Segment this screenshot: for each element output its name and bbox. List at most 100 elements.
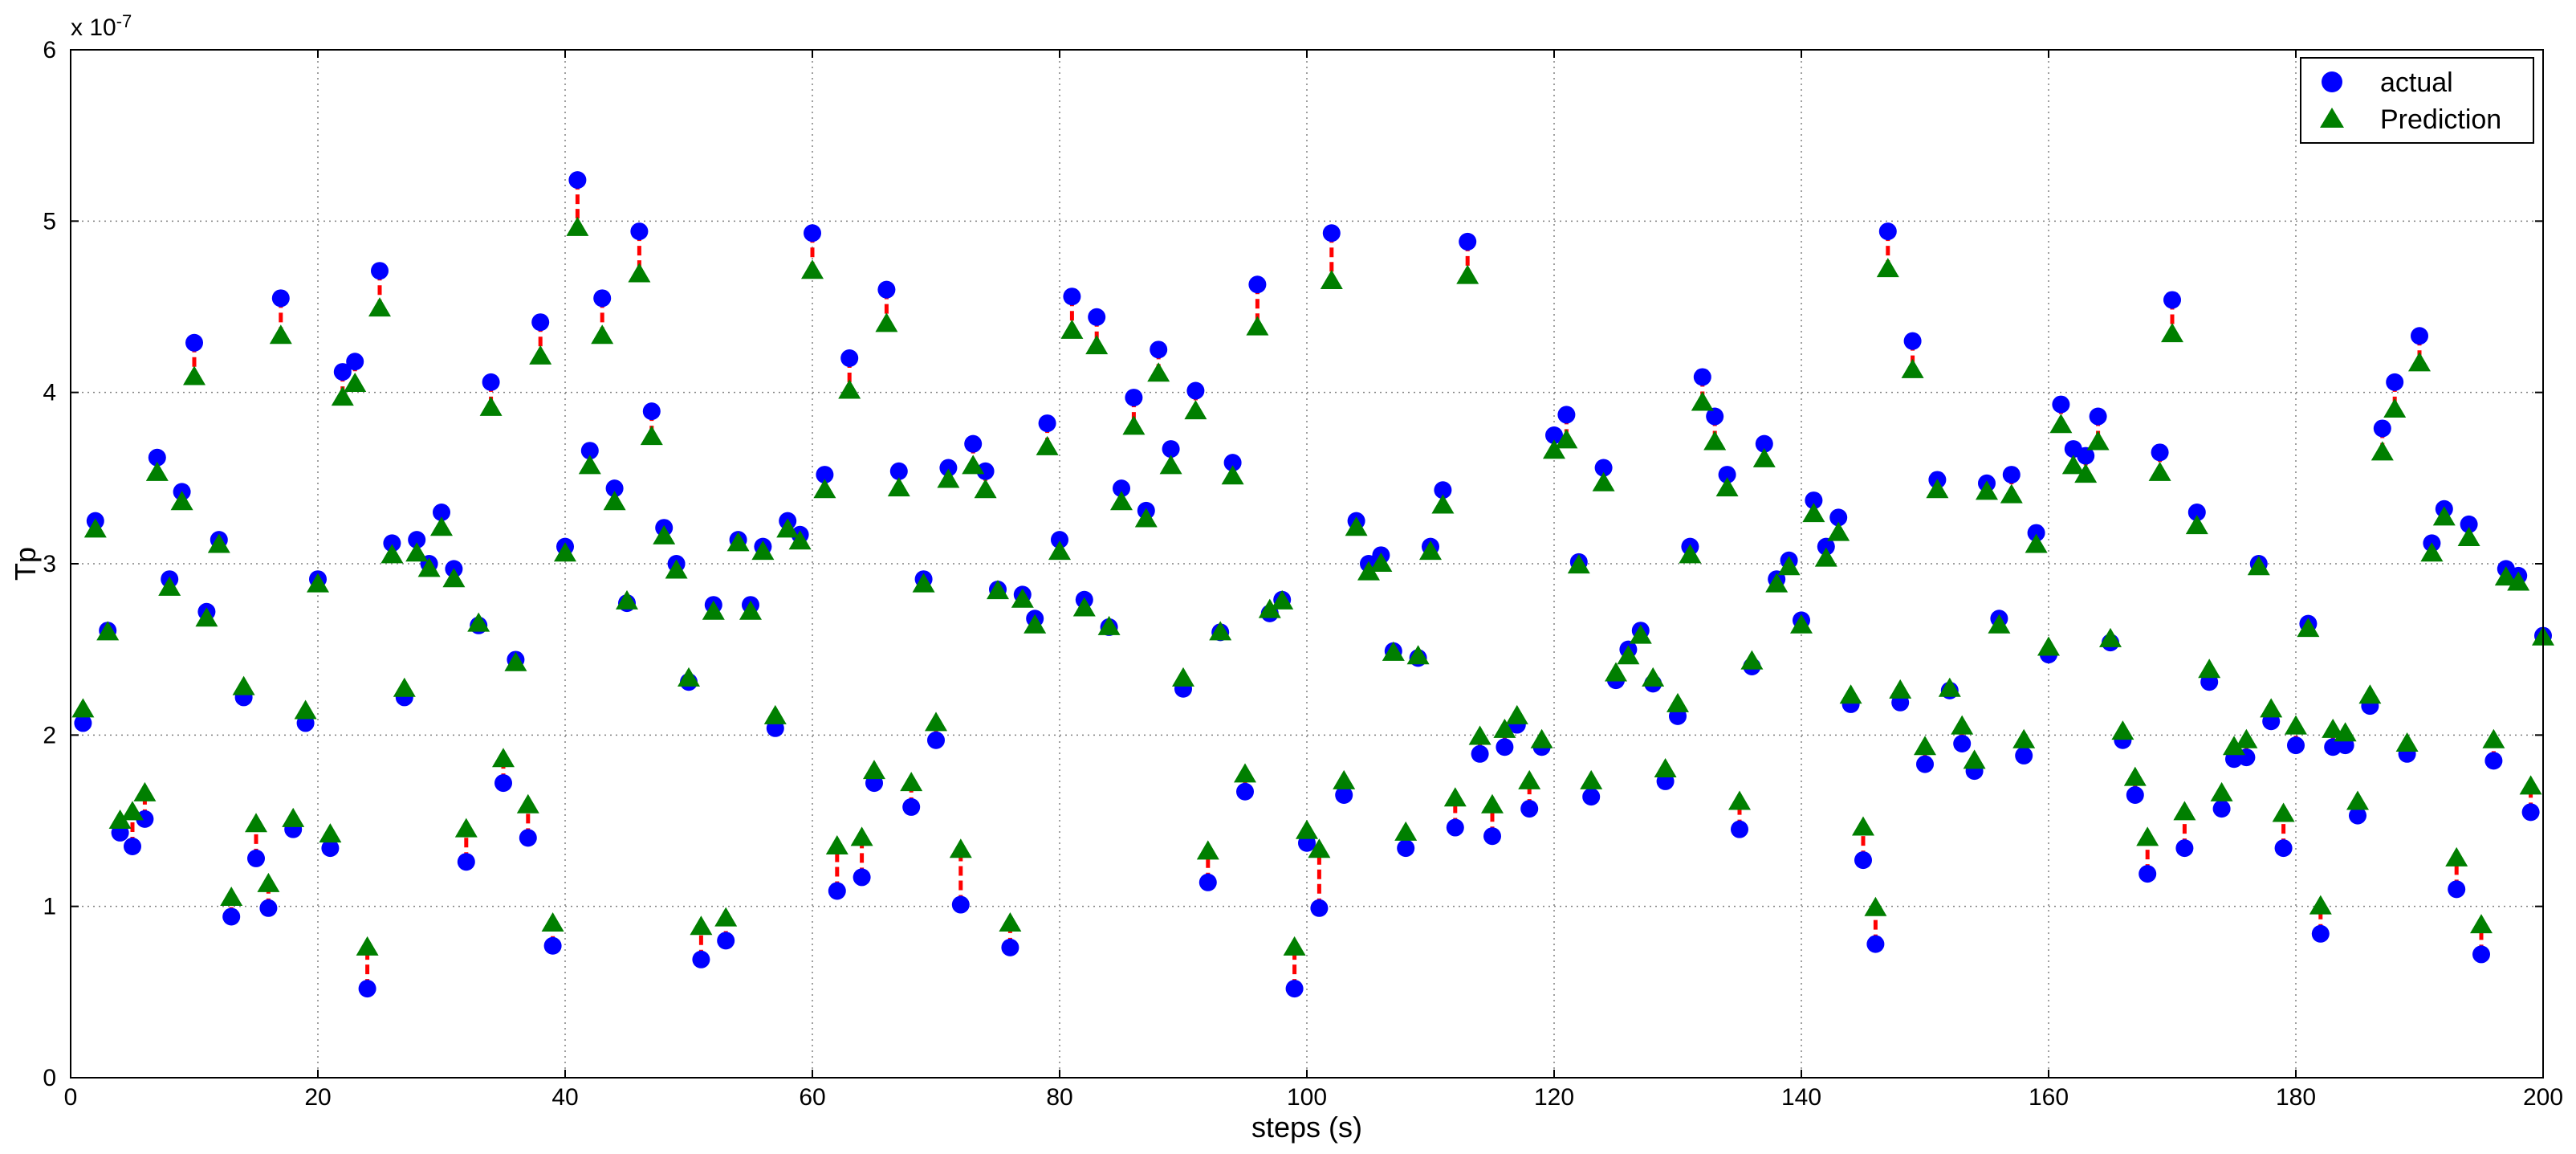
prediction-point (1369, 553, 1393, 572)
prediction-point (158, 576, 181, 596)
prediction-point (2358, 684, 2382, 704)
actual-point (1854, 851, 1872, 870)
actual-point (2139, 865, 2157, 883)
actual-point (630, 222, 649, 241)
x-tick-label: 80 (1046, 1084, 1072, 1111)
actual-point (2521, 803, 2540, 822)
prediction-point (714, 907, 738, 927)
actual-point (1483, 827, 1501, 846)
y-tick-label: 4 (43, 380, 56, 406)
prediction-point (1382, 641, 1405, 661)
prediction-point (133, 781, 157, 801)
prediction-point (616, 589, 638, 610)
actual-point (1063, 287, 1081, 306)
prediction-point (1234, 763, 1256, 783)
prediction-point (1827, 521, 1850, 541)
actual-point (271, 289, 290, 308)
prediction-point (344, 373, 367, 392)
prediction-point (1072, 597, 1096, 617)
prediction-point (2445, 846, 2468, 867)
prediction-point (2210, 781, 2233, 801)
prediction-point (788, 530, 812, 550)
actual-point (2484, 752, 2503, 770)
actual-point (1125, 389, 1143, 407)
prediction-point (1629, 624, 1652, 644)
actual-point (2373, 419, 2391, 438)
prediction-point (2519, 775, 2542, 795)
actual-point (333, 363, 352, 381)
prediction-point (516, 793, 539, 814)
prediction-point (1184, 400, 1207, 420)
prediction-point (1691, 391, 1714, 411)
prediction-point (1122, 415, 1146, 435)
prediction-point (1530, 728, 1553, 748)
prediction-point (1605, 662, 1627, 682)
actual-point (2175, 839, 2194, 858)
prediction-point (319, 823, 342, 843)
prediction-point (1258, 598, 1281, 618)
actual-point (2386, 373, 2404, 391)
prediction-point (1876, 258, 1899, 278)
prediction-point (850, 826, 873, 846)
actual-point (383, 534, 401, 553)
prediction-point (294, 699, 317, 720)
prediction-point (751, 540, 775, 561)
actual-point (519, 829, 537, 847)
prediction-point (2309, 895, 2332, 915)
actual-point (2460, 515, 2478, 533)
prediction-point (170, 491, 193, 511)
exponent-base: x 10 (71, 14, 116, 41)
actual-point (1285, 980, 1304, 998)
prediction-point (1703, 430, 1727, 451)
prediction-point (1159, 455, 1182, 475)
prediction-point (863, 760, 885, 780)
prediction-point (2049, 414, 2073, 434)
prediction-point (220, 887, 243, 906)
actual-point (408, 531, 426, 549)
prediction-point (405, 542, 429, 562)
prediction-point (195, 607, 218, 627)
prediction-point (2099, 627, 2122, 647)
prediction-point (2420, 542, 2444, 562)
prediction-point (554, 542, 576, 562)
prediction-point (1357, 561, 1380, 581)
prediction-point (2235, 728, 2258, 748)
actual-point (1471, 744, 1489, 763)
actual-point (2349, 806, 2366, 825)
prediction-point (2507, 571, 2530, 591)
prediction-point (1580, 769, 1603, 789)
prediction-point (1011, 588, 1034, 608)
actual-point (1557, 406, 1576, 424)
prediction-point (1085, 335, 1109, 355)
prediction-point (925, 712, 947, 732)
actual-point (1310, 899, 1329, 917)
prediction-point (2494, 566, 2517, 586)
prediction-point (121, 801, 144, 821)
prediction-point (1308, 838, 1331, 858)
prediction-point (887, 477, 910, 497)
actual-point (568, 171, 587, 190)
prediction-point (1728, 790, 1751, 810)
actual-point (840, 349, 859, 367)
actual-point (1088, 308, 1106, 326)
prediction-point (232, 675, 255, 695)
prediction-point (1988, 614, 2011, 634)
actual-point (1162, 440, 1180, 459)
actual-point (2015, 746, 2033, 765)
prediction-point (257, 872, 280, 892)
prediction-point (1221, 465, 1244, 485)
prediction-point (1196, 840, 1219, 860)
actual-point (1706, 407, 1724, 426)
prediction-point (1889, 679, 1912, 699)
actual-point (2472, 945, 2490, 964)
prediction-point (1901, 358, 1924, 378)
actual-point (1866, 935, 1885, 953)
actual-point (1186, 381, 1205, 400)
actual-point (2089, 407, 2107, 426)
prediction-point (2000, 483, 2023, 504)
actual-point (1731, 820, 1748, 838)
prediction-point (1976, 480, 1998, 500)
y-axis-label: Tp (9, 547, 42, 581)
prediction-point (937, 468, 960, 488)
prediction-point (900, 772, 923, 792)
